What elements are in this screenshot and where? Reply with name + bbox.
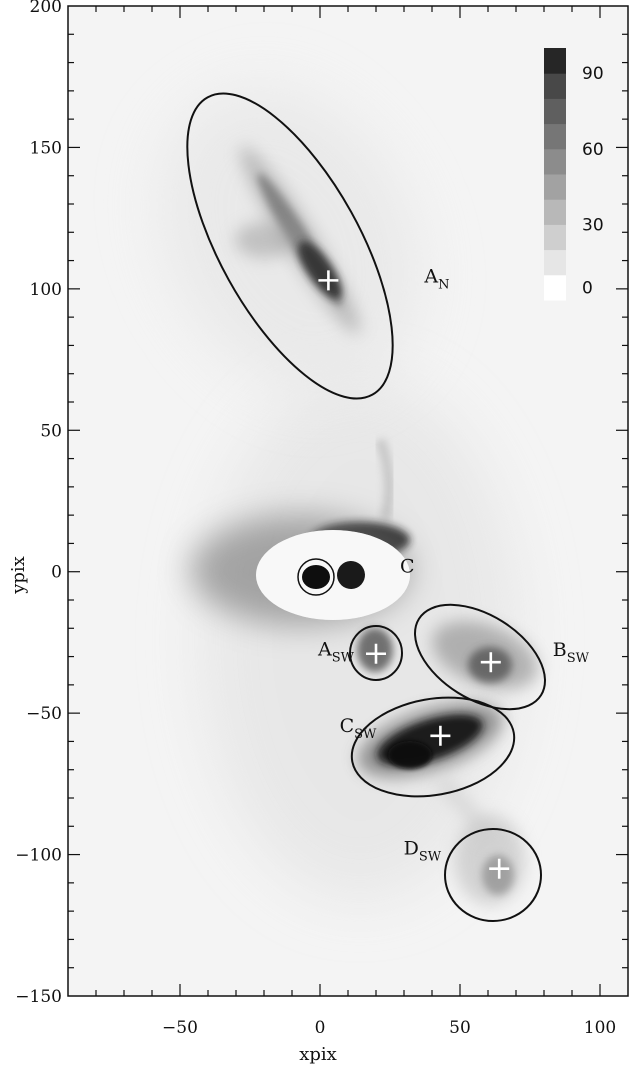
region-label: CSW: [340, 715, 377, 742]
y-tick-label: −100: [15, 846, 62, 866]
colorbar-swatch: [544, 48, 566, 74]
colorbar-label: 0: [582, 278, 593, 298]
y-tick-label: −150: [15, 987, 62, 1007]
x-axis-title: xpix: [299, 1044, 337, 1065]
region-c-mask: [256, 530, 410, 620]
colorbar-label: 30: [582, 215, 604, 235]
colorbar-swatch: [544, 98, 566, 125]
y-tick-label: 50: [40, 421, 62, 441]
y-tick-label: 100: [30, 280, 62, 300]
x-tick-label: −50: [162, 1018, 198, 1038]
x-tick-label: 100: [584, 1018, 616, 1038]
region-label: DSW: [404, 838, 442, 865]
colorbar-label: 90: [582, 64, 604, 84]
colorbar-swatch: [544, 148, 566, 175]
aperture-a-sw: [349, 625, 403, 681]
region-label: ASW: [317, 639, 355, 666]
y-axis-title: ypix: [8, 556, 29, 595]
aperture-d-sw: [444, 828, 542, 922]
aperture-a-n: [186, 92, 394, 400]
region-label: AN: [423, 265, 449, 292]
aperture-c-sw: [350, 696, 516, 798]
colorbar-label: 60: [582, 140, 604, 160]
x-tick-label: 0: [315, 1018, 326, 1038]
y-tick-label: −50: [26, 704, 62, 724]
aperture-b-sw: [414, 603, 546, 711]
colorbar: 90 60 30 0: [544, 48, 604, 301]
region-label: BSW: [553, 639, 590, 666]
colorbar-swatch: [544, 249, 566, 276]
y-tick-label: 150: [30, 138, 62, 158]
colorbar-swatch: [544, 123, 566, 150]
colorbar-swatch: [544, 174, 566, 200]
x-tick-label: 50: [449, 1018, 471, 1038]
y-tick-label: 200: [30, 0, 62, 17]
axis-ticks: −50 0 50 100 200 150 100 50 0 −50 −100 −150: [15, 0, 628, 1038]
region-apertures: [186, 92, 546, 922]
colorbar-swatch: [544, 73, 566, 99]
region-markers: AN C ASW BSW CSW DSW: [317, 265, 590, 879]
colorbar-swatch: [544, 199, 566, 225]
colorbar-swatch: [544, 224, 566, 251]
region-label: C: [400, 556, 415, 578]
y-tick-label: 0: [51, 563, 62, 583]
colorbar-swatch: [544, 274, 566, 301]
